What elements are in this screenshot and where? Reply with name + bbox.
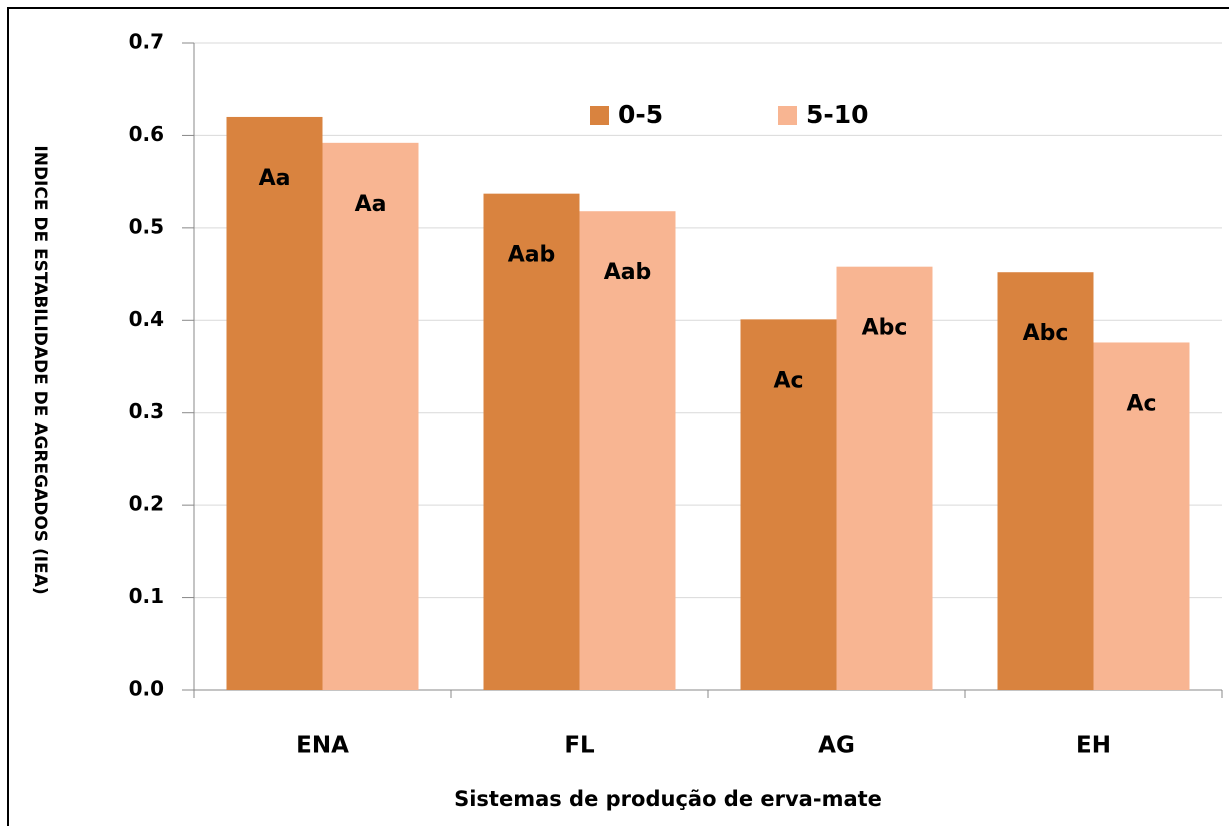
bar-annotation: Aab [604, 260, 652, 285]
bar [226, 116, 323, 690]
y-tick-label: 0.4 [129, 307, 164, 331]
bar-annotation: Ac [773, 368, 803, 393]
bar [1093, 342, 1190, 690]
y-tick-label: 0.2 [129, 492, 164, 516]
bar [997, 272, 1094, 690]
y-axis-title: INDICE DE ESTABILIDADE DE AGREGADOS (IEA… [30, 145, 50, 594]
legend-swatch [778, 106, 797, 125]
bar-annotation: Abc [862, 316, 908, 341]
bar [579, 211, 676, 690]
x-tick-label: AG [818, 733, 855, 759]
legend-label: 0-5 [618, 100, 663, 129]
x-tick-label: EH [1076, 733, 1111, 759]
bar [836, 266, 933, 690]
x-tick-label: ENA [296, 733, 349, 759]
frame [7, 7, 1229, 826]
bar-annotation: Aab [508, 243, 556, 268]
y-tick-label: 0.3 [129, 399, 164, 423]
y-tick-label: 0.0 [129, 677, 164, 701]
legend-swatch [590, 106, 609, 125]
y-tick-label: 0.6 [129, 122, 164, 146]
y-tick-label: 0.7 [129, 30, 164, 54]
bar [740, 319, 837, 690]
y-tick-label: 0.1 [129, 584, 164, 608]
bar-annotation: Abc [1023, 321, 1069, 346]
x-tick-label: FL [564, 733, 595, 759]
bar-annotation: Aa [259, 166, 291, 191]
bar [322, 142, 419, 690]
bar [483, 193, 580, 690]
y-tick-label: 0.5 [129, 214, 164, 238]
bar-annotation: Ac [1126, 391, 1156, 416]
legend-label: 5-10 [806, 100, 869, 129]
x-axis-title: Sistemas de produção de erva-mate [454, 787, 882, 811]
bar-annotation: Aa [355, 192, 387, 217]
